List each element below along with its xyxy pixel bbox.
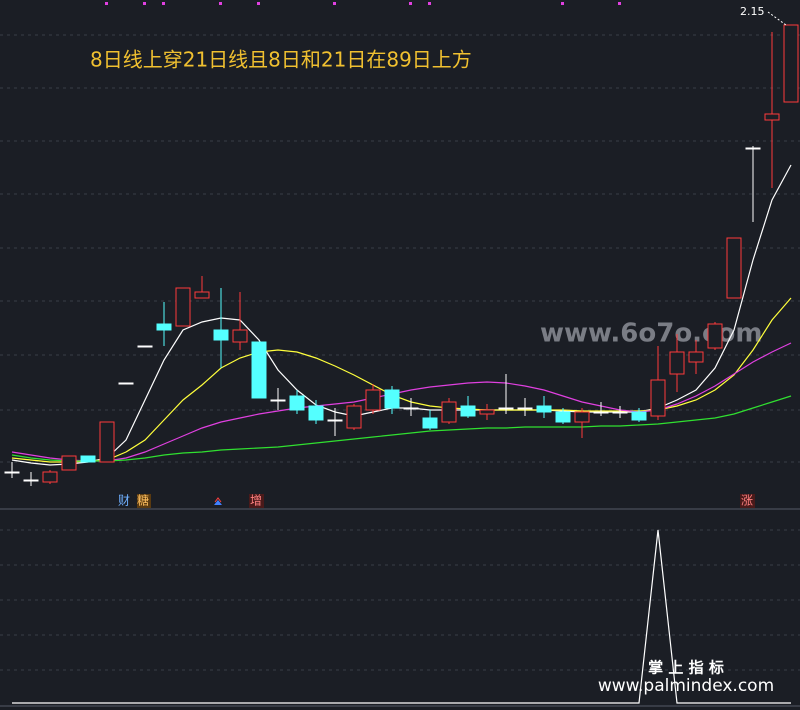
- marker: 糖: [137, 493, 149, 508]
- candle-body: [118, 382, 134, 385]
- candle-body: [251, 341, 267, 399]
- candle-body: [384, 389, 400, 409]
- candle-body: [23, 479, 39, 482]
- ma-line: [11, 395, 792, 462]
- indicator-line: [12, 529, 791, 704]
- watermark: www.6o7o.com: [540, 319, 762, 349]
- marker: 增: [250, 494, 262, 508]
- candle-body: [745, 147, 761, 150]
- ma-line: [11, 164, 792, 466]
- top-dots: [105, 2, 621, 5]
- candle-body: [289, 395, 305, 411]
- candle-body: [517, 407, 533, 410]
- candle-body: [175, 287, 191, 327]
- candle-body: [308, 405, 324, 421]
- marker: 涨: [741, 493, 753, 508]
- candle-body: [783, 24, 799, 103]
- candle-body: [270, 399, 286, 402]
- candle-body: [213, 329, 229, 341]
- markers: 财 糖 增 涨: [118, 493, 755, 508]
- candle-body: [574, 411, 590, 423]
- candle-body: [593, 411, 609, 414]
- candle-body: [422, 417, 438, 429]
- candle-body: [61, 455, 77, 471]
- candle-body: [403, 407, 419, 410]
- candle-body: [80, 455, 96, 463]
- candle-body: [42, 471, 58, 483]
- price-label-leader: [767, 11, 787, 26]
- candle-body: [479, 409, 495, 415]
- candle-body: [327, 419, 343, 422]
- candle-body: [137, 345, 153, 348]
- candle-body: [612, 411, 628, 414]
- candle-body: [536, 405, 552, 413]
- candle-body: [726, 237, 742, 299]
- marker: 财: [118, 494, 130, 508]
- candle-body: [669, 351, 685, 375]
- candle-body: [365, 389, 381, 411]
- candle-body: [99, 421, 115, 463]
- chart-title: 8日线上穿21日线且8日和21日在89日上方: [90, 48, 472, 72]
- candle-body: [688, 351, 704, 363]
- grid: [0, 34, 800, 707]
- candle-body: [4, 471, 20, 474]
- candle-body: [498, 407, 514, 410]
- candle-body: [631, 411, 647, 421]
- price-label: 2.15: [740, 5, 765, 18]
- watermark: www.palmindex.com: [598, 676, 774, 696]
- candle-body: [707, 323, 723, 349]
- candle-body: [441, 401, 457, 423]
- candle-body: [346, 405, 362, 429]
- candle-body: [460, 405, 476, 417]
- candle-body: [555, 411, 571, 423]
- candle-body: [764, 113, 780, 121]
- candle-body: [232, 329, 248, 343]
- candle-body: [156, 323, 172, 331]
- candle-body: [194, 291, 210, 299]
- watermark: 掌 上 指 标: [648, 659, 724, 677]
- candle-body: [650, 379, 666, 417]
